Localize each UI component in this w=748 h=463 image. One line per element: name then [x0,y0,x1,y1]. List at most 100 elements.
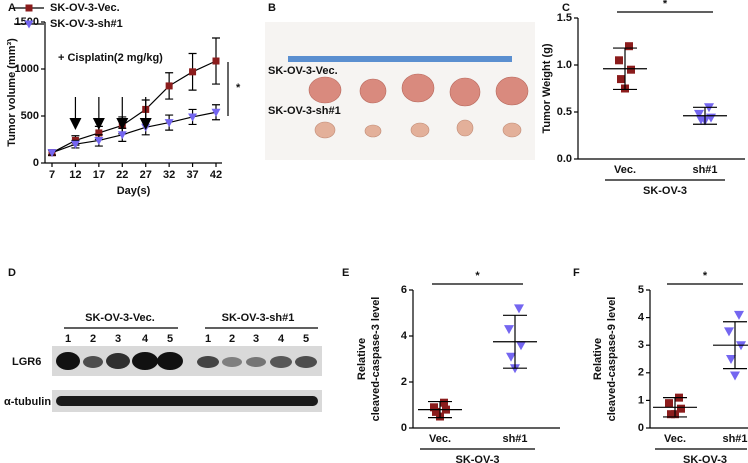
error-bar [503,314,527,369]
x-tick-label: Vec. [614,164,636,176]
panel-letter: D [8,267,16,279]
marker [211,108,221,117]
treatment-arrowhead [69,118,82,130]
tumor [401,73,435,103]
x-tick-label: sh#1 [722,433,747,445]
marker [188,113,198,122]
marker [677,404,685,413]
error-bar [723,321,747,370]
group-label: SK-OV-3 [643,185,687,197]
tumor [308,76,342,104]
marker [730,371,740,381]
y-axis-label: Relative [592,338,604,380]
marker [47,149,57,158]
marker [440,398,448,407]
marker [617,75,625,84]
legend-label: SK-OV-3-Vec. [50,2,120,14]
tubulin-bands [56,396,318,406]
marker [25,4,33,12]
x-tick-label: 37 [186,169,198,181]
marker [506,352,516,362]
marker [734,310,744,320]
annotation: + Cisplatin(2 mg/kg) [58,52,163,64]
x-tick-label: 32 [163,169,175,181]
x-tick-label: 12 [69,169,81,181]
y-tick-label: 3 [638,339,644,351]
significance: * [703,270,708,282]
tumor [495,76,529,106]
marker [94,136,104,145]
band [222,357,242,367]
photo-background [265,22,535,160]
lane-labels: 1 2 3 4 5 1 2 3 4 5 [65,333,309,345]
x-tick-label: 7 [49,169,55,181]
marker [516,341,526,351]
lane-label: 1 [205,333,211,345]
lane-label: 3 [115,333,121,345]
x-tick-label: 27 [140,169,152,181]
series-line [51,60,217,154]
treatment-arrowhead [139,118,152,130]
marker [70,140,80,149]
tumor [502,122,522,138]
group-label: SK-OV-3 [683,454,727,463]
tumor [314,121,336,139]
tumor [456,119,474,137]
y-tick-label: 4 [638,312,645,324]
x-tick-label: sh#1 [692,164,717,176]
treatment-arrowhead [116,118,129,130]
y-tick-label: 1000 [15,63,39,75]
marker [164,119,174,128]
band-label: LGR6 [12,356,41,368]
lane-label: 5 [167,333,173,345]
photo-label: SK-OV-3-Vec. [268,65,338,77]
blot-group-label: SK-OV-3-Vec. [85,312,155,324]
y-tick-label: 0.5 [557,106,572,118]
lane-label: 4 [278,333,285,345]
x-tick-label: 42 [210,169,222,181]
y-axis-label: cleaved-caspase-3 level [370,297,382,422]
band [56,396,318,406]
x-axis-label: Day(s) [117,185,151,197]
error-bar [663,397,687,418]
y-tick-label: 2 [638,367,644,379]
tumor [449,77,481,107]
lane-label: 1 [65,333,71,345]
marker [24,20,34,29]
band [132,352,158,370]
significance: * [475,270,480,282]
y-tick-label: 6 [401,284,407,296]
error-bar [613,47,637,91]
legend-label: SK-OV-3-sh#1 [50,18,123,30]
y-axis-label: cleaved-caspase-9 level [606,297,618,422]
lgr6-bands [56,352,317,370]
band [295,356,317,368]
tumors-vec [308,73,529,107]
marker [694,109,704,119]
marker [615,56,623,65]
tumor [410,122,430,138]
marker [189,68,197,76]
band [83,356,103,368]
y-axis-label: Tumor Weight (g) [541,43,553,133]
x-tick-label: 22 [116,169,128,181]
marker [627,65,635,74]
band [270,356,292,368]
y-tick-label: 1 [638,394,644,406]
lane-label: 3 [253,333,259,345]
y-tick-label: 0 [638,422,644,434]
band [106,353,130,369]
lane-label: 5 [303,333,309,345]
x-tick-label: sh#1 [502,433,527,445]
y-axis-label: Tumor volume (mm³) [6,38,18,147]
panel-letter: A [8,2,16,14]
significance: * [236,82,241,94]
panel-letter: F [573,267,580,279]
band [197,356,219,368]
tumor [364,124,382,138]
lane-label: 2 [90,333,96,345]
marker [95,129,103,137]
lane-label: 4 [142,333,149,345]
